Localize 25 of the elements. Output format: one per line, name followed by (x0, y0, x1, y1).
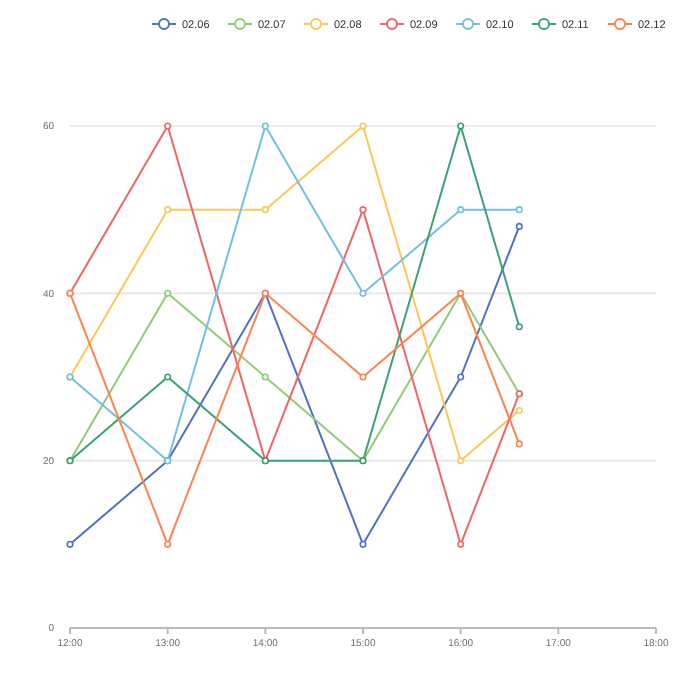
line-series (66, 289, 523, 465)
point (66, 540, 74, 548)
point (261, 122, 269, 130)
point (164, 289, 172, 297)
point (261, 206, 269, 214)
point (457, 457, 465, 465)
point (261, 373, 269, 381)
point (515, 440, 523, 448)
point (457, 373, 465, 381)
point (164, 122, 172, 130)
point (515, 206, 523, 214)
point (457, 540, 465, 548)
point (457, 206, 465, 214)
point (515, 222, 523, 230)
point (164, 206, 172, 214)
point (359, 289, 367, 297)
point (359, 122, 367, 130)
point (359, 373, 367, 381)
point (359, 540, 367, 548)
point (359, 206, 367, 214)
point (457, 122, 465, 130)
point (164, 373, 172, 381)
point (515, 323, 523, 331)
point (515, 406, 523, 415)
point (164, 540, 172, 548)
